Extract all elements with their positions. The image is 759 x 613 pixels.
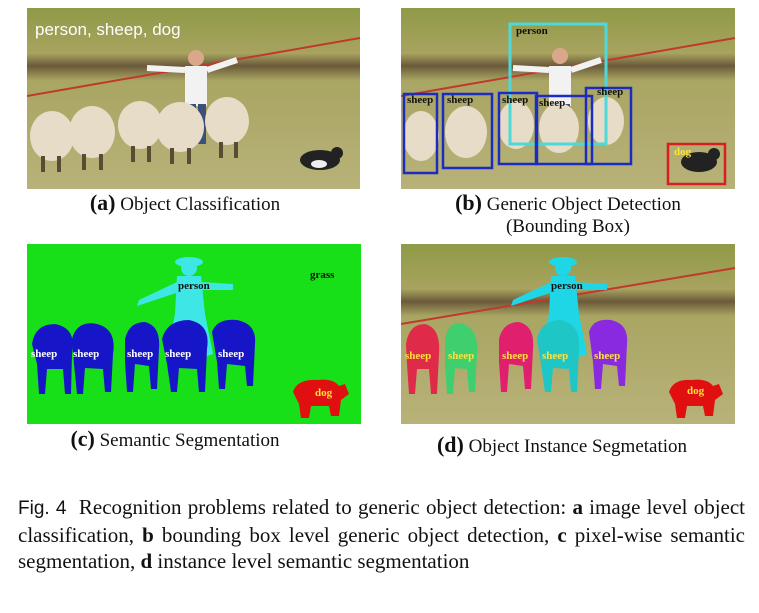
sheep-instance-2 xyxy=(445,323,478,394)
caption-c: (c) Semantic Segmentation xyxy=(40,428,310,452)
label-sheep-1: sheep xyxy=(407,94,433,106)
sheep-masks xyxy=(32,319,256,394)
label-person: person xyxy=(516,25,548,37)
dog-instance xyxy=(669,379,723,418)
label-sheep-5: sheep xyxy=(597,86,623,98)
label-dog: dog xyxy=(315,387,333,399)
caption-c-letter: (c) xyxy=(70,426,95,451)
label-sheep-4: sheep xyxy=(165,348,191,360)
caption-a-letter: (a) xyxy=(89,190,116,215)
label-sheep-1: sheep xyxy=(31,348,57,360)
scene-b: person sheep sheep sheep sheep sheep dog xyxy=(401,8,735,189)
panel-a-image: person, sheep, dog xyxy=(27,8,360,189)
caption-text-3: bounding box level generic object detect… xyxy=(153,523,558,547)
caption-d-letter: (d) xyxy=(436,432,464,457)
label-sheep-3: sheep xyxy=(127,348,153,360)
label-dog: dog xyxy=(687,385,705,397)
scene-d: person sheep sheep sheep sheep sheep dog xyxy=(401,244,735,424)
caption-text-4: pixel-wise semantic segmentation, xyxy=(18,523,746,573)
label-sheep-2: sheep xyxy=(447,94,473,106)
classification-labels: person, sheep, dog xyxy=(35,20,181,39)
label-sheep-3: sheep xyxy=(502,350,528,362)
caption-b: (b) Generic Object Detection (Bounding B… xyxy=(418,192,718,238)
caption-b-text: Generic Object Detection xyxy=(486,194,681,215)
caption-a-text: Object Classification xyxy=(120,194,281,215)
panel-b-image: person sheep sheep sheep sheep sheep dog xyxy=(401,8,735,189)
caption-text-1: Recognition problems related to generic … xyxy=(78,495,573,519)
label-sheep-3: sheep xyxy=(502,94,528,106)
caption-ref-a: a xyxy=(572,495,583,519)
label-dog: dog xyxy=(674,146,692,158)
figure-caption: Fig. 4 Recognition problems related to g… xyxy=(18,494,745,574)
bbox-sheep-4 xyxy=(534,94,594,166)
dog-mask xyxy=(293,379,349,418)
caption-b-subtext: (Bounding Box) xyxy=(505,216,631,237)
caption-b-letter: (b) xyxy=(455,190,482,215)
bbox-sheep-1 xyxy=(402,92,439,175)
caption-d: (d) Object Instance Segmetation xyxy=(402,434,722,458)
label-sheep-5: sheep xyxy=(594,350,620,362)
caption-d-text: Object Instance Segmetation xyxy=(468,436,688,457)
label-sheep-4: sheep xyxy=(539,97,565,109)
sheep-instance-5 xyxy=(589,319,628,389)
scene-a: person, sheep, dog xyxy=(27,8,360,189)
bbox-sheep-5 xyxy=(584,86,633,166)
sheep-group xyxy=(403,97,624,161)
label-sheep-1: sheep xyxy=(405,350,431,362)
panel-d-image: person sheep sheep sheep sheep sheep dog xyxy=(401,244,735,424)
label-sheep-5: sheep xyxy=(218,348,244,360)
dog-figure xyxy=(681,148,720,172)
figure-label: Fig. 4 xyxy=(18,498,67,519)
caption-ref-c: c xyxy=(557,523,567,547)
caption-ref-d: d xyxy=(140,549,153,573)
dog-figure xyxy=(300,147,343,170)
label-person: person xyxy=(551,280,583,292)
bbox-dog xyxy=(666,142,727,186)
caption-text-5: instance level semantic segmentation xyxy=(152,549,470,573)
caption-text-2: image level object classification, xyxy=(18,495,746,547)
bbox-person xyxy=(508,22,608,146)
scene-c: person sheep sheep sheep sheep sheep dog… xyxy=(27,244,361,424)
sheep-instance-1 xyxy=(406,324,440,394)
label-grass: grass xyxy=(310,269,335,281)
sheep-instance-3 xyxy=(499,322,534,392)
label-sheep-2: sheep xyxy=(73,348,99,360)
label-sheep-4: sheep xyxy=(542,350,568,362)
label-person: person xyxy=(178,280,210,292)
sheep-instance-4 xyxy=(537,320,580,392)
bbox-sheep-2 xyxy=(441,92,494,170)
caption-ref-b: b xyxy=(142,523,154,547)
label-sheep-2: sheep xyxy=(448,350,474,362)
caption-c-text: Semantic Segmentation xyxy=(99,430,280,451)
caption-a: (a) Object Classification xyxy=(50,192,320,216)
panel-c-image: person sheep sheep sheep sheep sheep dog… xyxy=(27,244,361,424)
sheep-group xyxy=(30,97,249,172)
